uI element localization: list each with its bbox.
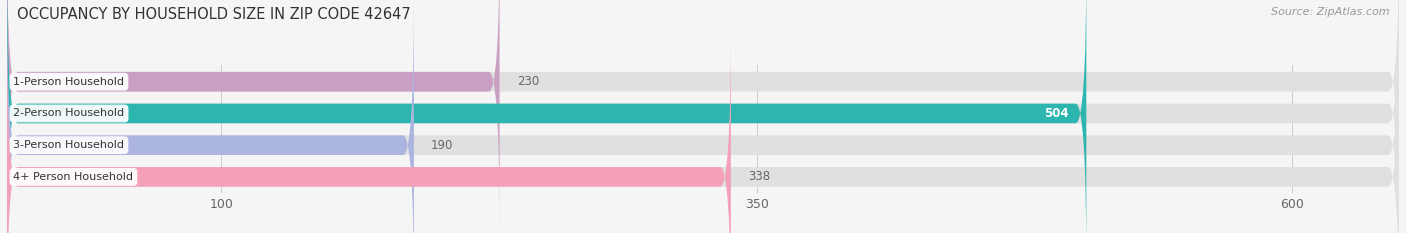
FancyBboxPatch shape [7,28,1399,233]
Text: 4+ Person Household: 4+ Person Household [14,172,134,182]
Text: 338: 338 [748,170,770,183]
FancyBboxPatch shape [7,0,1399,233]
FancyBboxPatch shape [7,0,1399,230]
FancyBboxPatch shape [7,0,1087,233]
FancyBboxPatch shape [7,0,413,233]
Text: 230: 230 [516,75,538,88]
Text: 1-Person Household: 1-Person Household [14,77,125,87]
FancyBboxPatch shape [7,28,731,233]
Text: OCCUPANCY BY HOUSEHOLD SIZE IN ZIP CODE 42647: OCCUPANCY BY HOUSEHOLD SIZE IN ZIP CODE … [17,7,411,22]
Text: Source: ZipAtlas.com: Source: ZipAtlas.com [1271,7,1389,17]
Text: 3-Person Household: 3-Person Household [14,140,125,150]
FancyBboxPatch shape [7,0,499,230]
FancyBboxPatch shape [7,0,1399,233]
Text: 2-Person Household: 2-Person Household [14,108,125,118]
Text: 190: 190 [432,139,453,152]
Text: 504: 504 [1045,107,1069,120]
